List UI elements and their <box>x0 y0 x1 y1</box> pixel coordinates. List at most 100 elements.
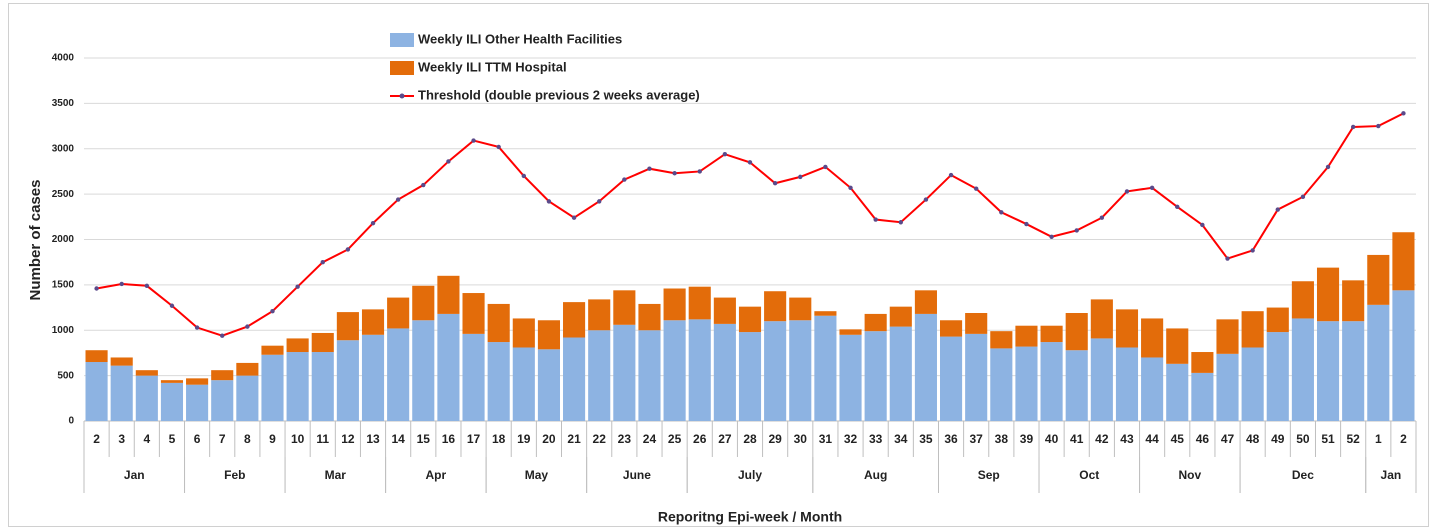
x-tick-label: 49 <box>1271 432 1285 446</box>
line-marker <box>1175 204 1180 210</box>
bar-segment <box>110 365 133 421</box>
bar-segment <box>839 334 862 421</box>
x-tick-label: 38 <box>995 432 1009 446</box>
line-marker <box>999 210 1004 215</box>
x-tick-label: 46 <box>1196 432 1210 446</box>
bar-segment <box>336 340 359 421</box>
x-tick-label: 2 <box>1400 432 1407 446</box>
bar-segment <box>1040 342 1063 421</box>
bar-segment <box>211 370 234 381</box>
x-tick-label: 34 <box>894 432 908 446</box>
line-marker <box>471 138 476 143</box>
month-label: Oct <box>1079 468 1099 482</box>
bar-segment <box>110 357 133 366</box>
bar-segment <box>688 319 711 421</box>
bar-segment <box>965 333 988 421</box>
line-marker <box>622 177 627 182</box>
bar-segment <box>261 354 284 421</box>
x-tick-label: 41 <box>1070 432 1084 446</box>
bar-segment <box>789 297 812 321</box>
line-marker <box>1401 111 1406 116</box>
line-marker <box>320 259 325 265</box>
line-marker <box>1049 234 1054 239</box>
x-tick-label: 22 <box>593 432 607 446</box>
bar-segment <box>1316 321 1340 421</box>
bar-segment <box>663 288 686 321</box>
line-marker <box>1149 185 1155 190</box>
line-marker <box>747 160 753 165</box>
x-tick-label: 7 <box>219 432 226 446</box>
line-marker <box>144 283 150 288</box>
bar-segment <box>311 352 334 421</box>
bar-segment <box>186 384 209 421</box>
bar-segment <box>1065 350 1088 421</box>
bar-segment <box>764 321 787 421</box>
bar-segment <box>462 293 485 334</box>
line-marker <box>772 181 778 186</box>
x-tick-label: 11 <box>316 432 329 446</box>
bar-segment <box>1090 299 1113 339</box>
bar-segment <box>1065 313 1088 351</box>
x-tick-label: 30 <box>794 432 808 446</box>
bar-segment <box>437 275 460 314</box>
x-axis-title: Reporitng Epi-week / Month <box>658 509 842 525</box>
x-tick-label: 20 <box>542 432 556 446</box>
bar-segment <box>1266 307 1289 333</box>
x-tick-label: 19 <box>517 432 531 446</box>
x-tick-label: 35 <box>919 432 933 446</box>
bar-segment <box>186 378 209 385</box>
bar-segment <box>1316 267 1340 322</box>
x-tick-label: 44 <box>1145 432 1159 446</box>
x-tick-label: 47 <box>1221 432 1235 446</box>
bar-segment <box>1040 325 1063 343</box>
line-marker <box>571 215 577 220</box>
bar-segment <box>939 320 963 337</box>
x-tick-label: 36 <box>944 432 958 446</box>
month-label: Nov <box>1178 468 1201 482</box>
bar-segment <box>261 345 284 355</box>
bar-segment <box>160 380 184 383</box>
line-marker <box>370 220 376 226</box>
x-tick-label: 28 <box>743 432 757 446</box>
bar-segment <box>85 350 108 363</box>
bar-segment <box>738 306 762 333</box>
month-label: Dec <box>1292 468 1314 482</box>
bar-segment <box>713 297 736 324</box>
line-marker <box>295 284 300 289</box>
bar-segment <box>1241 311 1264 348</box>
line-marker <box>1376 123 1381 129</box>
bar-segment <box>387 297 410 329</box>
x-tick-label: 18 <box>492 432 506 446</box>
x-tick-label: 31 <box>819 432 833 446</box>
x-tick-label: 48 <box>1246 432 1260 446</box>
line-marker <box>119 281 124 287</box>
bar-segment <box>764 291 787 322</box>
bar-segment <box>412 285 435 321</box>
line-marker <box>446 159 451 164</box>
x-tick-label: 25 <box>668 432 682 446</box>
month-label: May <box>525 468 549 482</box>
y-tick-label: 2500 <box>52 189 75 200</box>
line-marker <box>245 324 250 329</box>
bar-segment <box>1392 290 1415 421</box>
y-tick-label: 1000 <box>52 325 75 336</box>
bar-segment <box>738 332 762 421</box>
bar-segment <box>990 348 1013 421</box>
month-label: Aug <box>864 468 887 482</box>
line-marker <box>1099 215 1105 220</box>
bar-segment <box>864 313 887 332</box>
x-tick-label: 52 <box>1346 432 1360 446</box>
bar-segment <box>537 320 561 350</box>
bar-segment <box>236 362 259 376</box>
x-tick-label: 40 <box>1045 432 1059 446</box>
bar-segment <box>1342 280 1365 322</box>
bar-segment <box>1191 372 1214 421</box>
line-marker <box>1275 207 1280 212</box>
x-tick-label: 51 <box>1321 432 1335 446</box>
line-marker <box>1074 228 1079 233</box>
bar-segment <box>1166 328 1189 364</box>
bar-segment <box>361 309 385 335</box>
legend-swatch <box>390 33 414 47</box>
line-marker <box>873 217 878 222</box>
bar-segment <box>814 311 837 316</box>
